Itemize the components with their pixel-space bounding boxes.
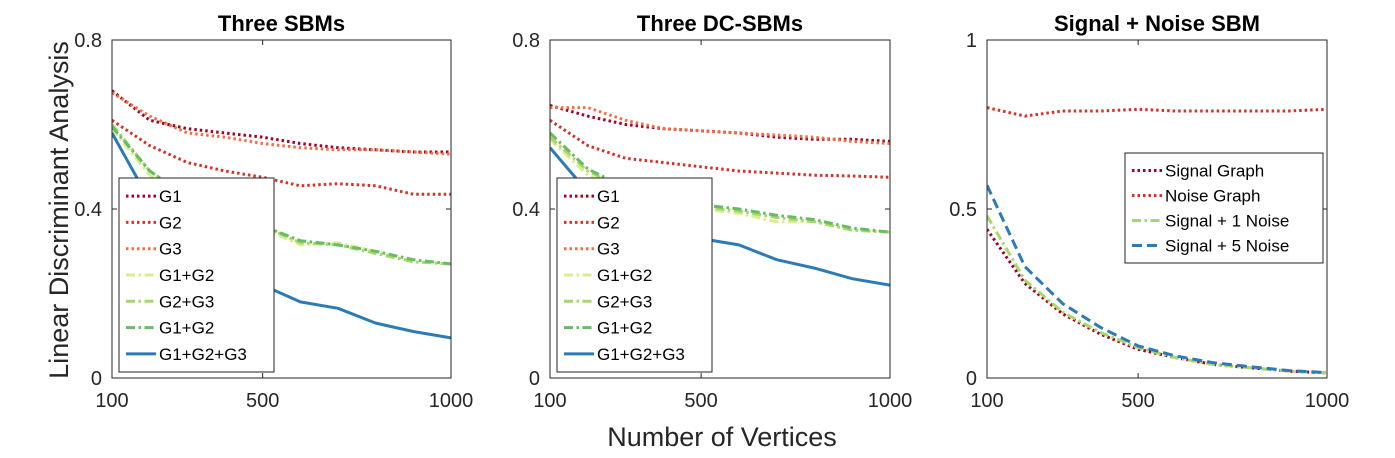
legend-label: G1+G2+G3	[597, 345, 685, 364]
series-line	[550, 119, 890, 179]
series-line	[987, 184, 1327, 375]
legend-label: G1+G2	[597, 266, 652, 285]
x-tick-label: 100	[533, 390, 566, 412]
legend-label: G1+G2+G3	[159, 345, 247, 364]
x-tick-label: 1000	[868, 390, 913, 412]
legend-label: G1+G2	[159, 319, 214, 338]
legend-label: G1	[597, 187, 620, 206]
legend-label: G1+G2	[159, 266, 214, 285]
legend-label: Noise Graph	[1165, 187, 1260, 206]
legend-box	[118, 177, 275, 373]
legend-label: G1+G2	[597, 319, 652, 338]
chart-panel-2: Three DC-SBMs 100 500 1000 0 0.4 0.8 G1 G2 G3 G1+G…	[512, 11, 912, 412]
panel-title: Three SBMs	[218, 11, 345, 36]
x-tick-label: 500	[1121, 390, 1154, 412]
x-axis-label: Number of Vertices	[607, 422, 837, 452]
chart-panel-3: Signal + Noise SBM 100 500 1000 0 0.5 1 Signal …	[949, 11, 1349, 412]
y-tick-label: 0	[91, 368, 102, 390]
y-tick-label: 0	[529, 368, 540, 390]
legend-box	[1124, 152, 1324, 264]
legend-label: Signal Graph	[1165, 162, 1264, 181]
x-tick-label: 1000	[1305, 390, 1350, 412]
x-tick-label: 500	[684, 390, 717, 412]
y-tick-label: 0.4	[512, 199, 540, 221]
series-line	[550, 131, 890, 234]
legend: Signal Graph Noise Graph Signal + 1 Noise S…	[1124, 152, 1324, 264]
y-tick-label: 0.8	[512, 30, 540, 52]
panel-title: Three DC-SBMs	[637, 11, 803, 36]
legend-label: G2+G3	[159, 292, 214, 311]
legend-label: G3	[159, 240, 182, 259]
y-tick-label: 1	[966, 30, 977, 52]
x-tick-label: 100	[95, 390, 128, 412]
x-tick-label: 100	[970, 390, 1003, 412]
series-line	[550, 136, 890, 234]
y-tick-label: 0	[966, 368, 977, 390]
x-tick-label: 500	[246, 390, 279, 412]
panel-title: Signal + Noise SBM	[1054, 11, 1260, 36]
legend-label: G3	[597, 240, 620, 259]
legend: G1 G2 G3 G1+G2 G2+G3 G1+G2 G1+G2+G3	[556, 177, 713, 373]
chart-panel-1: Three SBMs 100 500 1000 0 0.4 0.8 G1 G2 G3 G1+G2 G2…	[74, 11, 473, 412]
legend-label: Signal + 5 Noise	[1165, 237, 1289, 256]
legend-label: G2	[159, 213, 182, 232]
y-axis-label: Linear Discriminant Analysis	[44, 41, 74, 379]
legend: G1 G2 G3 G1+G2 G2+G3 G1+G2 G1+G2+G3	[118, 177, 275, 373]
legend-label: G2+G3	[597, 292, 652, 311]
legend-label: G1	[159, 187, 182, 206]
y-tick-label: 0.4	[74, 199, 102, 221]
legend-label: G2	[597, 213, 620, 232]
series-line	[112, 119, 451, 196]
series-line	[987, 215, 1327, 375]
x-tick-label: 1000	[429, 390, 474, 412]
series-line	[112, 89, 451, 154]
y-tick-label: 0.5	[949, 199, 977, 221]
series-line	[987, 106, 1327, 118]
legend-label: Signal + 1 Noise	[1165, 212, 1289, 231]
series-line	[550, 106, 890, 145]
series-group	[987, 106, 1327, 375]
y-tick-label: 0.8	[74, 30, 102, 52]
series-line	[112, 91, 451, 156]
